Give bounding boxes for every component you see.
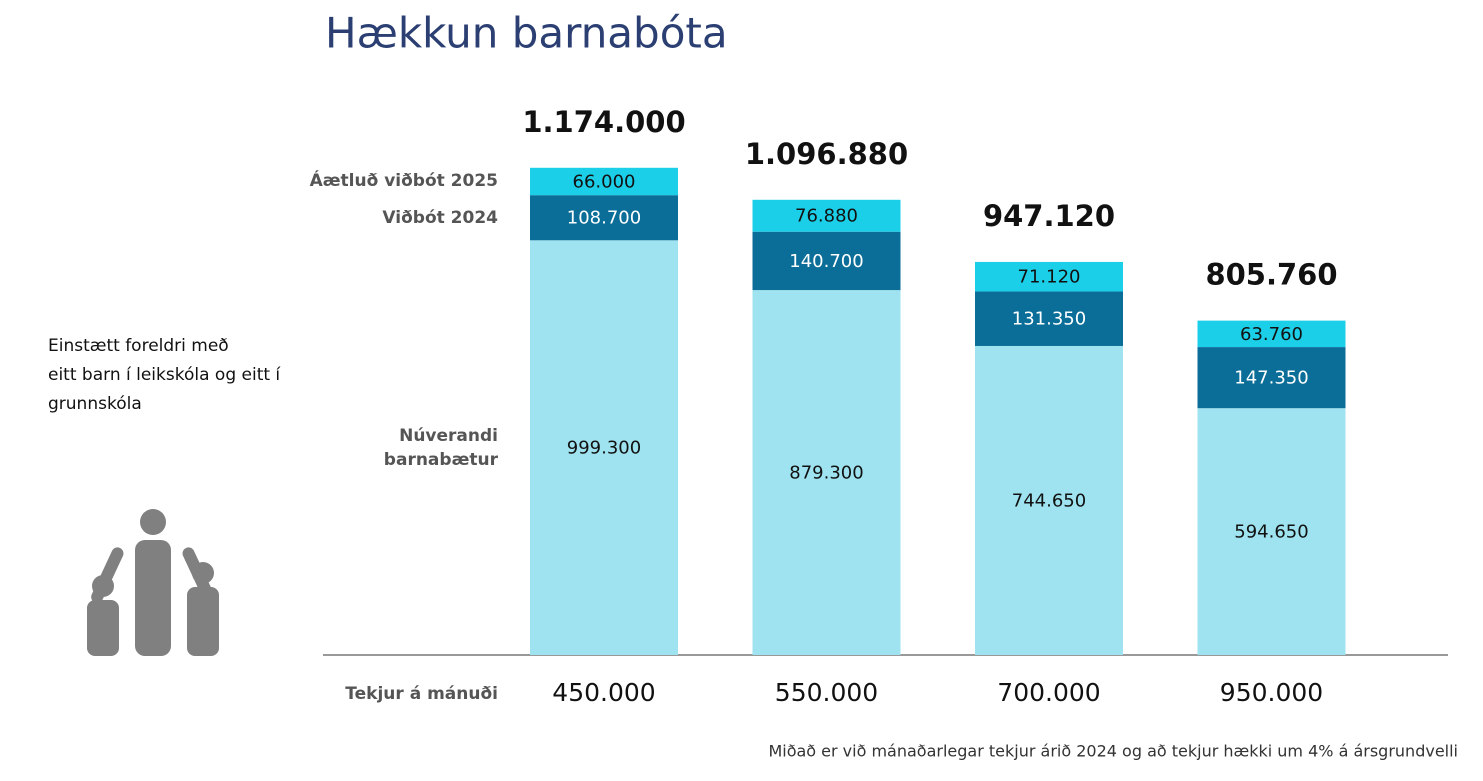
x-tick-label: 450.000: [552, 678, 655, 707]
value-label: 71.120: [1018, 267, 1081, 288]
value-label: 879.300: [789, 463, 863, 484]
bar-segment: [975, 345, 1123, 655]
x-axis-label: Tekjur á mánuði: [345, 684, 498, 704]
value-label: 63.760: [1240, 324, 1303, 345]
value-label: 131.350: [1012, 309, 1086, 330]
bar-segment: [530, 240, 678, 655]
bar-segment: [752, 199, 901, 232]
bar-segment: [752, 290, 901, 655]
value-label: 999.300: [567, 438, 641, 459]
value-label: 744.650: [1012, 490, 1086, 511]
bar-segment: [530, 195, 678, 241]
x-tick-label: 550.000: [775, 678, 878, 707]
bar-segment: [1197, 320, 1346, 348]
value-label: 66.000: [573, 171, 636, 192]
legend-label: Núverandi barnabætur: [383, 425, 498, 470]
bar-segment: [752, 231, 901, 291]
total-label: 1.096.880: [745, 137, 908, 171]
bar-segment: [530, 167, 678, 196]
value-label: 108.700: [567, 208, 641, 229]
bar-segment: [975, 261, 1123, 292]
description: Einstætt foreldri með: [48, 336, 229, 356]
value-label: 76.880: [795, 206, 858, 227]
bar-segment: [1197, 408, 1346, 655]
x-tick-label: 950.000: [1220, 678, 1323, 707]
family-icon: [87, 509, 219, 656]
description: eitt barn í leikskóla og eitt í: [48, 365, 281, 385]
footnote: Miðað er við mánaðarlegar tekjur árið 20…: [768, 742, 1458, 761]
value-label: 147.350: [1234, 368, 1308, 389]
x-tick-label: 700.000: [997, 678, 1100, 707]
bar-segment: [975, 291, 1123, 346]
legend-label: Áætluð viðbót 2025: [309, 171, 498, 192]
value-label: 594.650: [1234, 522, 1308, 543]
description: grunnskóla: [48, 394, 142, 414]
total-label: 1.174.000: [522, 105, 685, 139]
total-label: 805.760: [1205, 258, 1337, 292]
value-label: 140.700: [789, 251, 863, 272]
total-label: 947.120: [983, 199, 1115, 233]
chart-title: Hækkun barnabóta: [325, 9, 728, 58]
legend-label: Viðbót 2024: [382, 207, 498, 228]
bar-segment: [1197, 347, 1346, 409]
